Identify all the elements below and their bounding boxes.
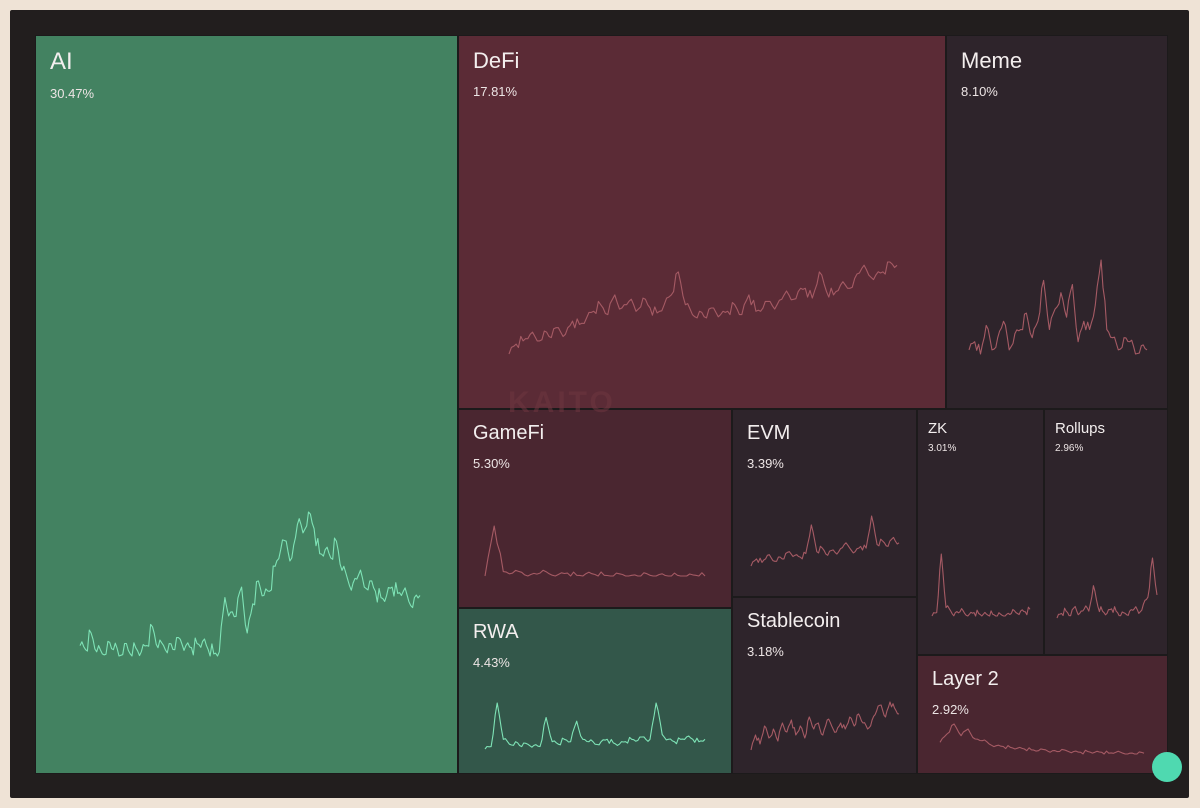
sparkline-ai [79,511,421,657]
sparkline-path-rwa [484,702,706,750]
sparkline-path-stablecoin [750,701,900,751]
sparkline-stablecoin [750,701,900,751]
tile-ai[interactable]: AI 30.47% [35,35,458,774]
tile-label-ai: AI [50,48,73,75]
tile-label-meme: Meme [961,48,1023,73]
tile-defi[interactable]: DeFi 17.81% [458,35,946,409]
tile-label-zk: ZK [928,420,948,437]
sparkline-path-evm [750,515,900,567]
tile-share-layer2: 2.92% [932,702,969,717]
tile-rollups[interactable]: Rollups 2.96% [1044,409,1168,655]
tile-share-meme: 8.10% [961,84,998,99]
sparkline-layer2 [939,723,1145,755]
tile-share-defi: 17.81% [473,84,518,99]
sparkline-defi [508,261,898,355]
sparkline-path-zk [931,553,1031,617]
sparkline-evm [750,515,900,567]
sparkline-path-gamefi [484,525,706,577]
sparkline-path-meme [968,259,1148,355]
tile-label-gamefi: GameFi [473,422,545,444]
sparkline-path-defi [508,261,898,355]
tile-zk[interactable]: ZK 3.01% [917,409,1044,655]
treemap: AI 30.47% DeFi 17.81% Meme 8.10% GameFi 5.30% EV… [35,35,1168,774]
tile-gamefi[interactable]: GameFi 5.30% [458,409,732,608]
kaito-watermark: KAITO [508,386,616,419]
tile-share-rwa: 4.43% [473,655,510,670]
tile-label-layer2: Layer 2 [932,668,999,690]
tile-share-gamefi: 5.30% [473,456,510,471]
tile-label-defi: DeFi [473,48,520,73]
sparkline-rwa [484,702,706,750]
sparkline-meme [968,259,1148,355]
sparkline-path-rollups [1056,557,1158,619]
tile-label-rwa: RWA [473,621,519,643]
tile-label-stablecoin: Stablecoin [747,610,841,632]
corner-badge-icon [1152,752,1182,782]
tile-share-evm: 3.39% [747,456,784,471]
tile-evm[interactable]: EVM 3.39% [732,409,917,597]
sparkline-zk [931,553,1031,617]
tile-share-stablecoin: 3.18% [747,644,784,659]
tile-layer2[interactable]: Layer 2 2.92% [917,655,1168,774]
tile-share-rollups: 2.96% [1055,443,1084,454]
sparkline-path-ai [79,511,421,657]
sparkline-gamefi [484,525,706,577]
tile-stablecoin[interactable]: Stablecoin 3.18% [732,597,917,774]
tile-share-ai: 30.47% [50,86,95,101]
sparkline-rollups [1056,557,1158,619]
sparkline-path-layer2 [939,723,1145,755]
tile-share-zk: 3.01% [928,443,957,454]
tile-rwa[interactable]: RWA 4.43% [458,608,732,774]
tile-label-rollups: Rollups [1055,420,1106,437]
tile-meme[interactable]: Meme 8.10% [946,35,1168,409]
tile-label-evm: EVM [747,422,791,444]
